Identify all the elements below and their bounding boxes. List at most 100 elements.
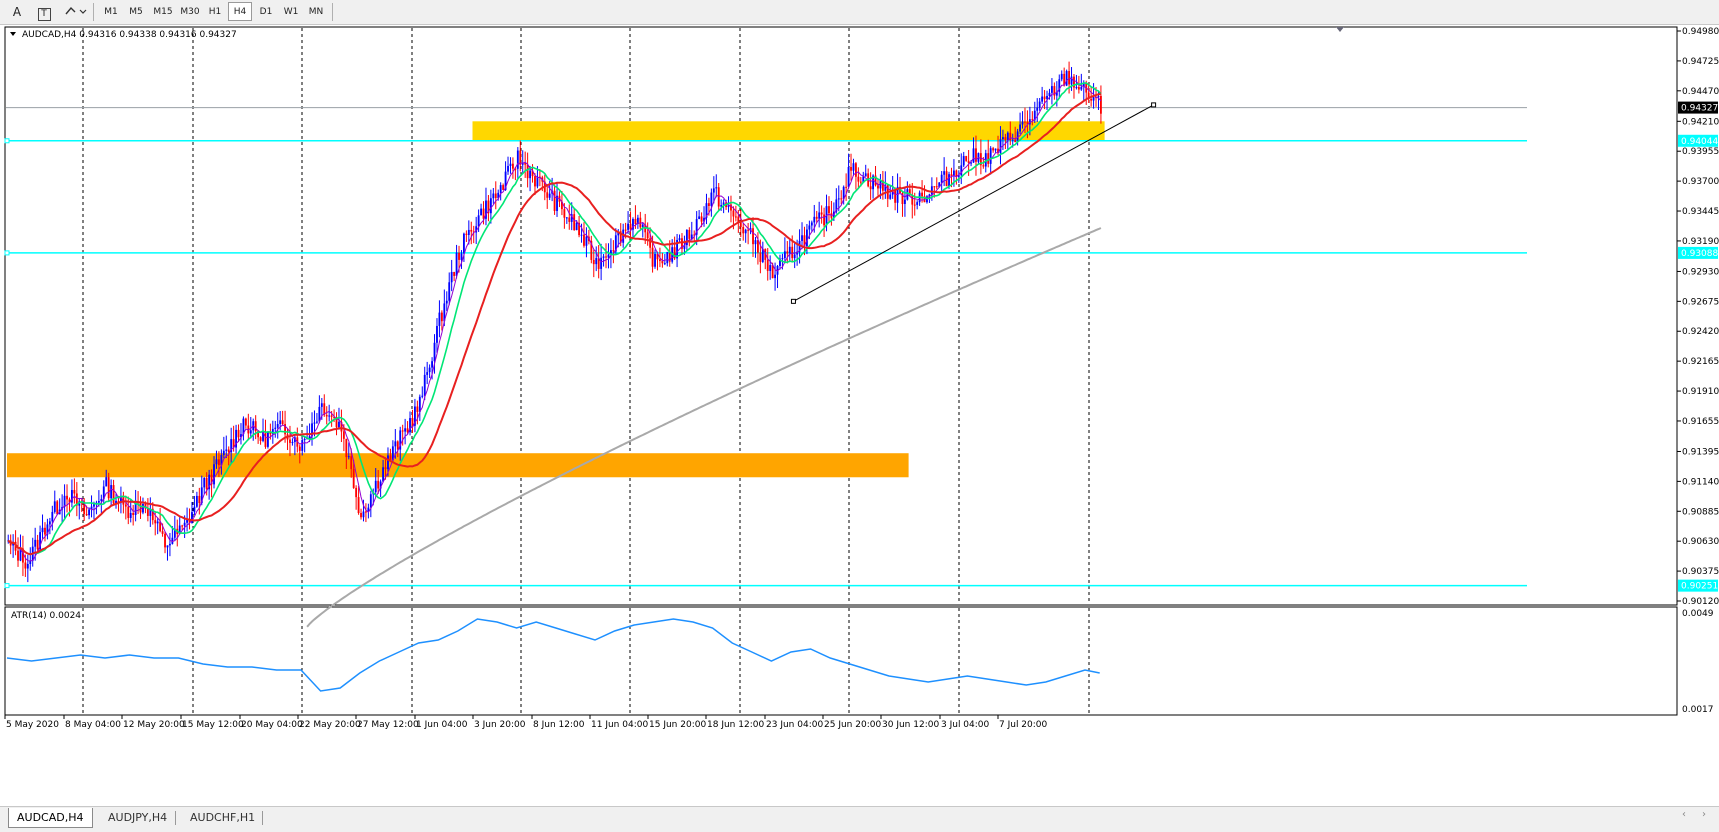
trendline[interactable] xyxy=(793,104,1154,302)
zone-yellow[interactable] xyxy=(472,121,1105,141)
candle xyxy=(546,186,549,209)
candle xyxy=(227,446,230,466)
text-tool-button[interactable]: A xyxy=(12,5,22,19)
candle xyxy=(164,531,166,554)
tab-audcad-h4[interactable]: AUDCAD,H4 xyxy=(8,808,93,828)
hline-handle[interactable] xyxy=(4,138,10,144)
candle xyxy=(63,484,66,519)
candle xyxy=(1014,126,1017,143)
candle xyxy=(710,188,713,217)
candle xyxy=(318,395,321,424)
candle xyxy=(793,242,796,269)
price-tick-label: 0.93445 xyxy=(1682,207,1719,217)
candle xyxy=(578,215,580,238)
candle xyxy=(71,479,73,508)
candle xyxy=(134,489,137,522)
candle xyxy=(352,459,355,489)
candle xyxy=(583,222,585,248)
candle xyxy=(178,517,181,535)
hline-handle[interactable] xyxy=(4,583,10,589)
candle xyxy=(362,499,365,522)
candle xyxy=(602,253,605,267)
zone-orange[interactable] xyxy=(7,453,909,478)
candle xyxy=(524,151,527,178)
candle xyxy=(374,468,377,497)
tf-d1-button[interactable]: D1 xyxy=(259,7,273,17)
scroll-left-icon[interactable]: ‹ xyxy=(1682,809,1686,820)
price-tick-label: 0.90120 xyxy=(1682,597,1719,607)
tf-m15-button[interactable]: M15 xyxy=(153,7,173,17)
ma-long-line xyxy=(306,227,1102,628)
time-tick-label: 1 Jun 04:00 xyxy=(416,720,468,730)
candle xyxy=(39,525,41,553)
tab-audjpy-h4[interactable]: AUDJPY,H4 xyxy=(108,811,168,824)
candle xyxy=(992,146,995,153)
atr-line xyxy=(6,618,1100,692)
candle xyxy=(169,532,171,557)
candle xyxy=(1058,74,1061,99)
candle xyxy=(494,181,497,210)
candle xyxy=(1053,82,1056,100)
candle xyxy=(512,157,514,179)
candle xyxy=(129,499,132,523)
candle xyxy=(641,222,644,238)
time-tick-label: 8 May 04:00 xyxy=(65,720,121,730)
candle xyxy=(884,171,887,199)
candle xyxy=(122,491,125,514)
candle xyxy=(823,207,825,237)
tab-audchf-h1[interactable]: AUDCHF,H1 xyxy=(190,811,256,824)
candle xyxy=(656,251,659,271)
candle xyxy=(654,249,656,269)
candle xyxy=(1038,97,1041,111)
time-tick-label: 30 Jun 12:00 xyxy=(882,720,939,730)
candle xyxy=(166,545,169,561)
candle xyxy=(93,501,95,520)
tf-w1-button[interactable]: W1 xyxy=(283,7,299,17)
hline-handle[interactable] xyxy=(4,250,10,256)
candle xyxy=(416,400,419,425)
candle xyxy=(730,195,732,223)
candle xyxy=(766,248,769,281)
tf-mn-button[interactable]: MN xyxy=(308,7,324,17)
candle xyxy=(396,440,399,458)
candle xyxy=(921,180,923,203)
tf-m5-button[interactable]: M5 xyxy=(129,7,143,17)
candle xyxy=(916,200,919,210)
candle xyxy=(1009,121,1012,146)
current-price-label: 0.94327 xyxy=(1681,104,1718,114)
tf-m1-button[interactable]: M1 xyxy=(104,7,118,17)
tf-h4-button[interactable]: H4 xyxy=(228,2,252,21)
candle xyxy=(235,424,237,454)
time-tick-label: 18 Jun 12:00 xyxy=(707,720,764,730)
trendline-handle[interactable] xyxy=(790,298,796,304)
candle xyxy=(1021,111,1024,129)
hline-price-label: 0.90251 xyxy=(1681,582,1718,592)
candle xyxy=(146,498,149,522)
candle xyxy=(801,222,803,250)
candle xyxy=(41,514,44,539)
tf-h1-button[interactable]: H1 xyxy=(208,7,222,17)
candle xyxy=(450,259,453,292)
tf-m30-button[interactable]: M30 xyxy=(180,7,200,17)
price-tick-label: 0.92420 xyxy=(1682,327,1719,337)
candle xyxy=(56,500,59,515)
scroll-right-icon[interactable]: › xyxy=(1702,809,1706,820)
candle xyxy=(428,364,431,379)
hline-price-label: 0.93088 xyxy=(1681,249,1718,259)
candle xyxy=(477,209,480,232)
chart-area[interactable]: 0.94980 0.94725 0.94470 0.94210 0.93955 0.937… xyxy=(0,25,1719,806)
candle xyxy=(276,412,279,439)
candle xyxy=(203,477,206,494)
candle xyxy=(734,205,737,222)
candle xyxy=(810,220,813,233)
candle xyxy=(460,250,463,269)
shapes-icon xyxy=(65,6,87,15)
shift-marker-icon[interactable] xyxy=(1336,27,1344,32)
text-label-tool-button[interactable]: T xyxy=(33,2,55,21)
trendline-handle[interactable] xyxy=(1151,102,1157,108)
candle xyxy=(409,411,411,436)
collapse-icon[interactable] xyxy=(10,32,16,36)
shapes-tool-button[interactable] xyxy=(60,2,88,21)
price-tick-label: 0.91910 xyxy=(1682,387,1719,397)
current-price-tag xyxy=(1678,101,1718,114)
